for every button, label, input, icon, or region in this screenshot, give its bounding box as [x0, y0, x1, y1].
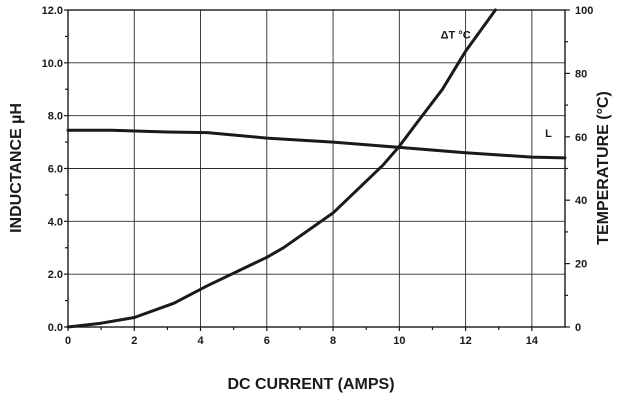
y-tick-label: 8.0 [48, 111, 63, 123]
x-tick-label: 10 [393, 335, 405, 347]
y2-tick-label: 0 [575, 322, 581, 334]
x-tick-label: 12 [459, 335, 471, 347]
y-tick-label: 0.0 [48, 322, 63, 334]
series-line-temperature [66, 8, 497, 329]
x-tick-label: 4 [197, 335, 204, 347]
series-line-inductance [66, 128, 567, 160]
y-tick-label: 4.0 [48, 216, 63, 228]
x-tick-label: 2 [131, 335, 137, 347]
y-tick-label: 6.0 [48, 164, 63, 176]
series-label-temperature: ΔT °C [441, 30, 471, 42]
grid [68, 10, 565, 327]
y2-tick-labels: 0 20 40 60 80 100 [575, 5, 593, 334]
x-tick-label: 0 [65, 335, 71, 347]
x-tick-label: 14 [526, 335, 539, 347]
y-tick-label: 12.0 [42, 5, 63, 17]
y-tick-label: 2.0 [48, 269, 63, 281]
tick-marks [64, 9, 570, 331]
x-tick-label: 8 [330, 335, 336, 347]
y2-tick-label: 60 [575, 132, 587, 144]
y-tick-labels: 0.0 2.0 4.0 6.0 8.0 10.0 12.0 [42, 5, 63, 334]
y2-tick-label: 100 [575, 5, 593, 17]
y2-axis-title: TEMPERATURE (°C) [595, 91, 612, 245]
series-label-inductance: L [545, 128, 552, 140]
x-tick-labels: 0 2 4 6 8 10 12 14 [65, 335, 539, 347]
series-lines [66, 8, 567, 329]
x-tick-label: 6 [264, 335, 270, 347]
y2-tick-label: 40 [575, 195, 587, 207]
y-tick-label: 10.0 [42, 58, 63, 70]
series-labels: L ΔT °C [441, 30, 552, 140]
y2-tick-label: 80 [575, 68, 587, 80]
y-axis-title: INDUCTANCE µH [8, 103, 25, 233]
y2-tick-label: 20 [575, 259, 587, 271]
x-axis-title: DC CURRENT (AMPS) [227, 376, 394, 393]
